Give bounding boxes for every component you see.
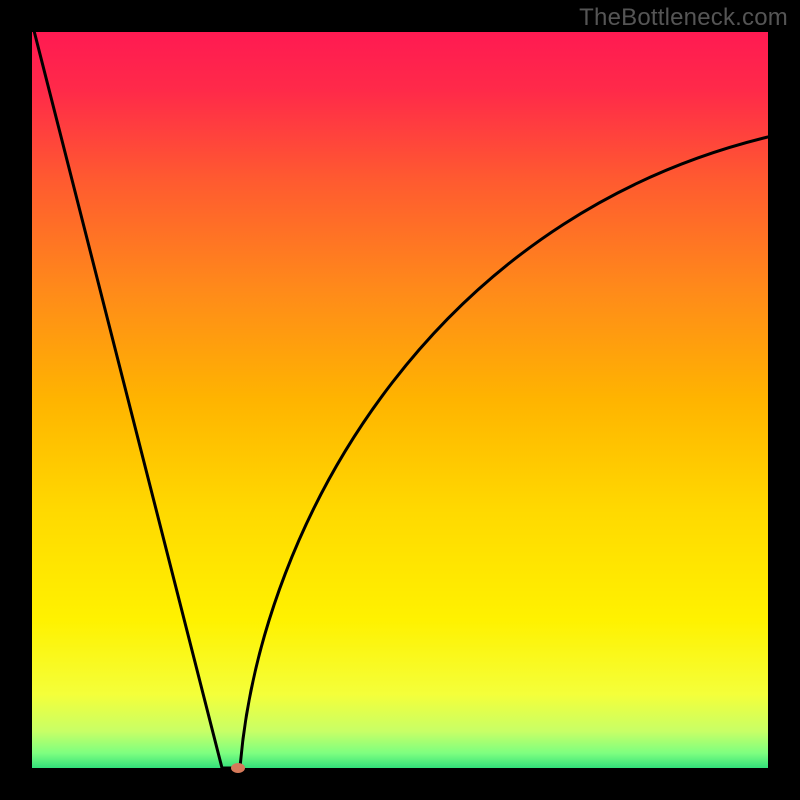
minimum-marker-icon [231,763,245,773]
chart-svg [0,0,800,800]
watermark-text: TheBottleneck.com [579,4,788,32]
plot-background [32,32,768,768]
chart-container: TheBottleneck.com [0,0,800,800]
